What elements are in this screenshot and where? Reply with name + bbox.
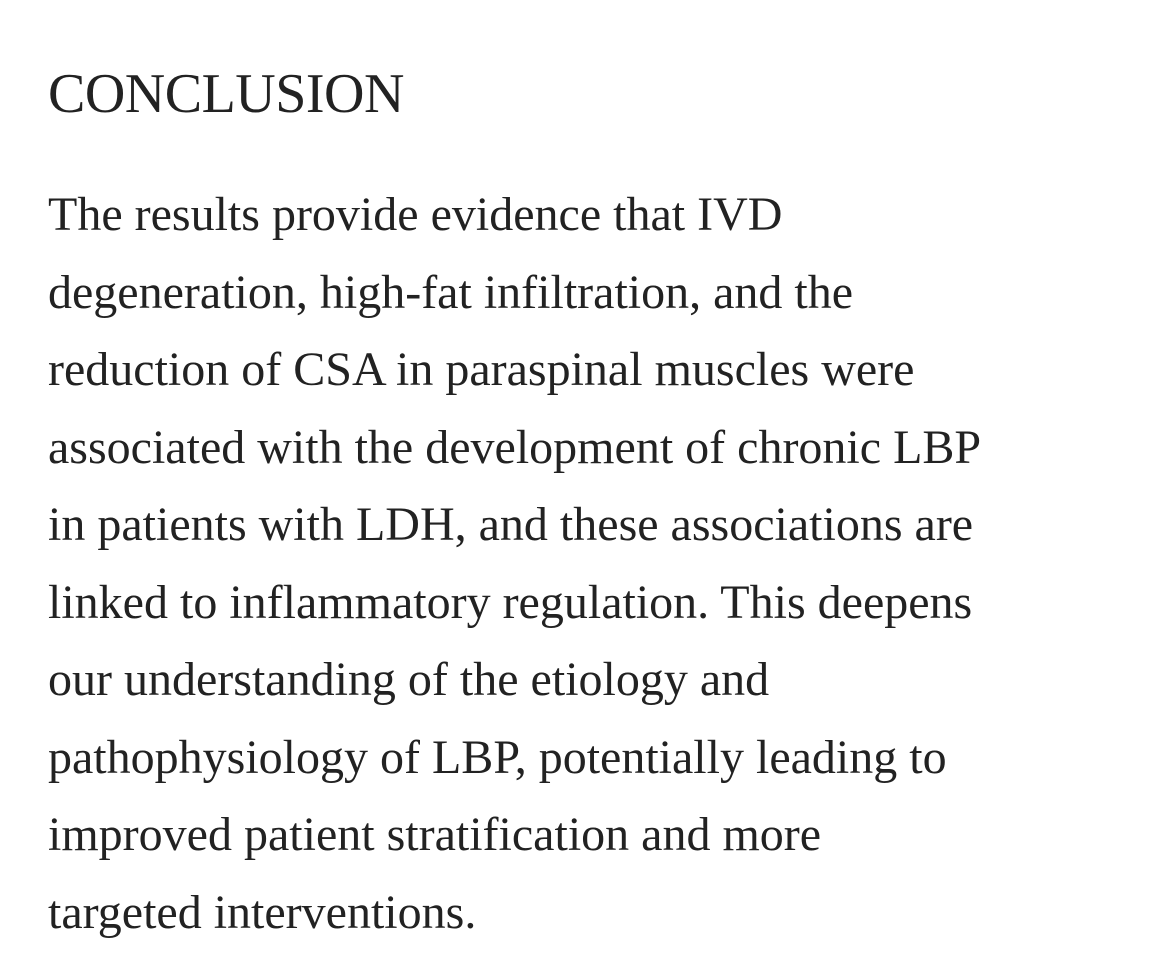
paragraph-line: associated with the development of chron… bbox=[48, 420, 982, 474]
conclusion-paragraph: The results provide evidence that IVD de… bbox=[48, 176, 981, 951]
paragraph-line: targeted interventions. bbox=[48, 885, 477, 939]
paragraph-line: pathophysiology of LBP, potentially lead… bbox=[48, 730, 947, 784]
paragraph-line: degeneration, high-fat infiltration, and… bbox=[48, 265, 854, 319]
paragraph-line: in patients with LDH, and these associat… bbox=[48, 498, 974, 551]
paragraph-line: linked to inflammatory regulation. This … bbox=[48, 575, 973, 629]
section-heading: CONCLUSION bbox=[48, 63, 404, 125]
paragraph-line: improved patient stratification and more bbox=[48, 808, 822, 861]
paragraph-line: reduction of CSA in paraspinal muscles w… bbox=[48, 343, 915, 396]
paragraph-line: our understanding of the etiology and bbox=[48, 653, 770, 706]
paragraph-line: The results provide evidence that IVD bbox=[48, 188, 783, 241]
